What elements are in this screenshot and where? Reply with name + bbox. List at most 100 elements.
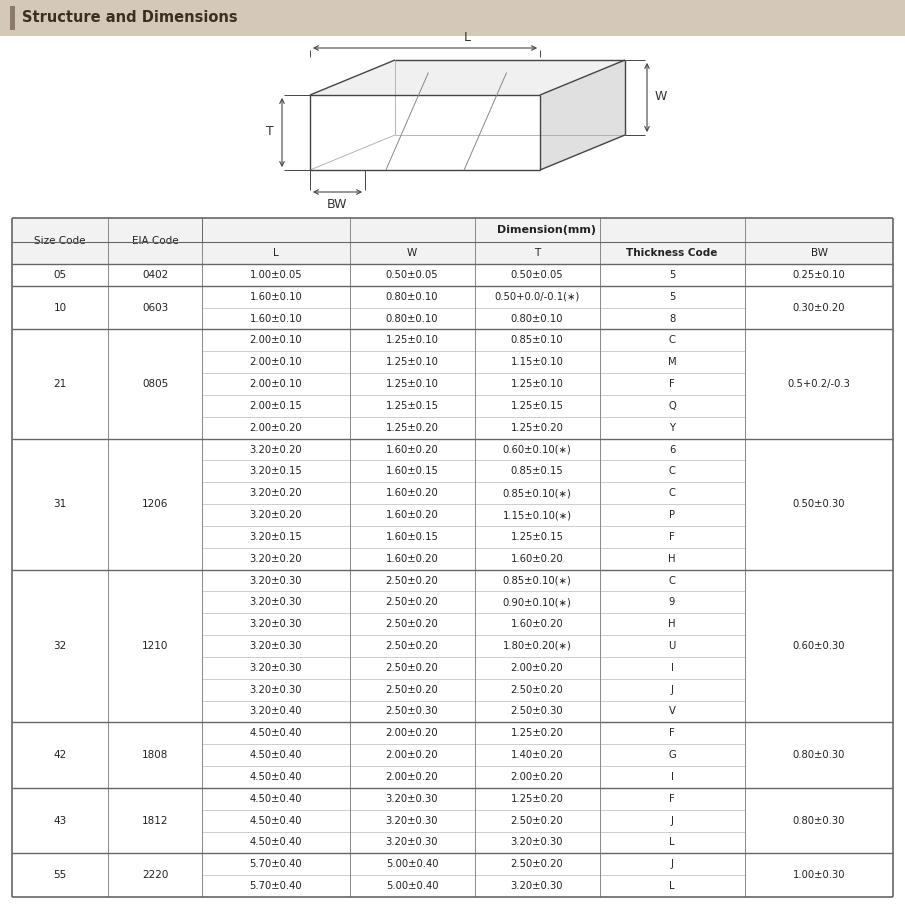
- Text: 2.50±0.20: 2.50±0.20: [510, 815, 564, 825]
- Text: 3.20±0.30: 3.20±0.30: [510, 881, 563, 891]
- Text: C: C: [669, 336, 675, 346]
- Text: I: I: [671, 772, 673, 782]
- Text: 1.60±0.20: 1.60±0.20: [510, 554, 564, 564]
- Text: 0.50±0.30: 0.50±0.30: [793, 499, 845, 510]
- Text: Dimension(mm): Dimension(mm): [498, 225, 596, 235]
- Text: 0.80±0.30: 0.80±0.30: [793, 750, 845, 760]
- Text: 05: 05: [53, 270, 67, 280]
- Text: 43: 43: [53, 815, 67, 825]
- Text: 2.50±0.20: 2.50±0.20: [510, 859, 564, 870]
- Text: T: T: [534, 248, 540, 258]
- Text: 2.50±0.20: 2.50±0.20: [386, 685, 438, 695]
- Text: 4.50±0.40: 4.50±0.40: [250, 837, 302, 847]
- Text: 55: 55: [53, 871, 67, 881]
- Text: 1.25±0.15: 1.25±0.15: [386, 401, 439, 411]
- Polygon shape: [310, 95, 540, 170]
- Text: 5: 5: [669, 291, 675, 301]
- Text: 1.60±0.20: 1.60±0.20: [386, 488, 438, 498]
- Text: 0402: 0402: [142, 270, 168, 280]
- Text: 5: 5: [669, 270, 675, 280]
- Text: 21: 21: [53, 379, 67, 389]
- Bar: [0, 0, 905, 36]
- Text: L: L: [670, 881, 675, 891]
- Text: I: I: [671, 662, 673, 672]
- Text: Thickness Code: Thickness Code: [626, 248, 718, 258]
- Text: 1.60±0.20: 1.60±0.20: [386, 444, 438, 454]
- Text: 0603: 0603: [142, 302, 168, 312]
- Text: F: F: [669, 532, 675, 542]
- Text: M: M: [668, 357, 676, 367]
- Polygon shape: [540, 60, 625, 170]
- Text: 3.20±0.30: 3.20±0.30: [250, 685, 302, 695]
- Text: 2.00±0.20: 2.00±0.20: [386, 772, 438, 782]
- Text: L: L: [463, 32, 471, 44]
- Text: 3.20±0.20: 3.20±0.20: [250, 488, 302, 498]
- Text: 3.20±0.40: 3.20±0.40: [250, 707, 302, 717]
- Text: C: C: [669, 488, 675, 498]
- Text: V: V: [669, 707, 675, 717]
- Text: 1.00±0.30: 1.00±0.30: [793, 871, 845, 881]
- Text: 0.80±0.10: 0.80±0.10: [510, 313, 563, 324]
- Text: 5.00±0.40: 5.00±0.40: [386, 859, 438, 870]
- Bar: [10, 6, 15, 30]
- Text: 2.50±0.30: 2.50±0.30: [510, 707, 563, 717]
- Text: 2.00±0.20: 2.00±0.20: [250, 423, 302, 433]
- Text: 0.50±0.05: 0.50±0.05: [510, 270, 563, 280]
- Text: 1210: 1210: [142, 641, 168, 651]
- Text: 8: 8: [669, 313, 675, 324]
- Text: 0.85±0.15: 0.85±0.15: [510, 466, 564, 476]
- Text: 0.85±0.10(∗): 0.85±0.10(∗): [502, 576, 571, 586]
- Text: 1.15±0.10(∗): 1.15±0.10(∗): [502, 510, 571, 520]
- Text: 0.85±0.10: 0.85±0.10: [510, 336, 563, 346]
- Text: C: C: [669, 576, 675, 586]
- Text: 3.20±0.15: 3.20±0.15: [250, 532, 302, 542]
- Text: 3.20±0.30: 3.20±0.30: [386, 815, 438, 825]
- Text: 2.00±0.15: 2.00±0.15: [250, 401, 302, 411]
- Text: L: L: [670, 837, 675, 847]
- Text: 4.50±0.40: 4.50±0.40: [250, 772, 302, 782]
- Text: 0.30±0.20: 0.30±0.20: [793, 302, 845, 312]
- Text: L: L: [273, 248, 279, 258]
- Text: C: C: [669, 466, 675, 476]
- Text: 0.85±0.10(∗): 0.85±0.10(∗): [502, 488, 571, 498]
- Text: 4.50±0.40: 4.50±0.40: [250, 794, 302, 804]
- Text: 1.25±0.10: 1.25±0.10: [510, 379, 564, 389]
- Text: 0805: 0805: [142, 379, 168, 389]
- Text: 1.00±0.05: 1.00±0.05: [250, 270, 302, 280]
- Text: 1.25±0.15: 1.25±0.15: [510, 401, 564, 411]
- Text: 1.60±0.10: 1.60±0.10: [250, 291, 302, 301]
- Text: 0.50+0.0/-0.1(∗): 0.50+0.0/-0.1(∗): [494, 291, 579, 301]
- Text: G: G: [668, 750, 676, 760]
- Text: 2.50±0.20: 2.50±0.20: [386, 662, 438, 672]
- Text: J: J: [671, 859, 673, 870]
- Text: 5.00±0.40: 5.00±0.40: [386, 881, 438, 891]
- Text: Size Code: Size Code: [34, 236, 86, 246]
- Text: 1808: 1808: [142, 750, 168, 760]
- Text: 6: 6: [669, 444, 675, 454]
- Text: T: T: [266, 126, 274, 138]
- Text: 3.20±0.30: 3.20±0.30: [510, 837, 563, 847]
- Text: H: H: [668, 554, 676, 564]
- Text: 3.20±0.30: 3.20±0.30: [250, 619, 302, 629]
- Text: 3.20±0.30: 3.20±0.30: [386, 794, 438, 804]
- Text: 2.50±0.20: 2.50±0.20: [386, 619, 438, 629]
- Text: 1.25±0.20: 1.25±0.20: [510, 423, 564, 433]
- Text: 5.70±0.40: 5.70±0.40: [250, 859, 302, 870]
- Text: 2.00±0.20: 2.00±0.20: [386, 729, 438, 738]
- Text: 0.50±0.05: 0.50±0.05: [386, 270, 438, 280]
- Text: 3.20±0.30: 3.20±0.30: [250, 662, 302, 672]
- Text: 42: 42: [53, 750, 67, 760]
- Text: 2220: 2220: [142, 871, 168, 881]
- Text: 2.00±0.20: 2.00±0.20: [510, 772, 563, 782]
- Text: F: F: [669, 729, 675, 738]
- Text: J: J: [671, 815, 673, 825]
- Text: 3.20±0.30: 3.20±0.30: [250, 641, 302, 651]
- Text: 2.00±0.10: 2.00±0.10: [250, 336, 302, 346]
- Text: 1.60±0.20: 1.60±0.20: [386, 510, 438, 520]
- Text: 2.50±0.20: 2.50±0.20: [510, 685, 564, 695]
- Text: 0.90±0.10(∗): 0.90±0.10(∗): [502, 597, 571, 607]
- Text: 4.50±0.40: 4.50±0.40: [250, 815, 302, 825]
- Text: 2.50±0.30: 2.50±0.30: [386, 707, 438, 717]
- Text: BW: BW: [327, 198, 348, 212]
- Text: 1812: 1812: [142, 815, 168, 825]
